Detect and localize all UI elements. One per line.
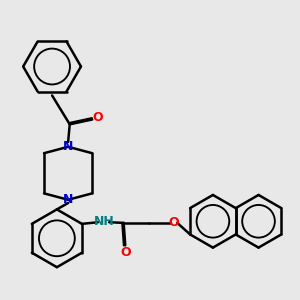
Text: N: N	[63, 193, 73, 206]
Text: O: O	[169, 216, 179, 229]
Text: NH: NH	[94, 215, 115, 228]
Text: N: N	[63, 140, 73, 153]
Text: O: O	[93, 111, 103, 124]
Text: O: O	[120, 246, 130, 259]
